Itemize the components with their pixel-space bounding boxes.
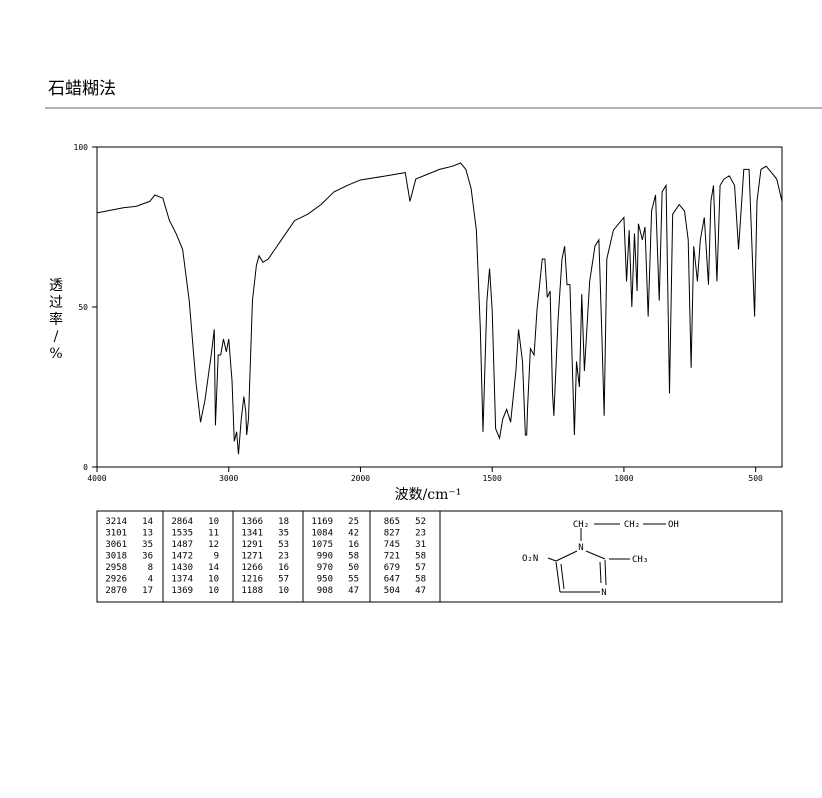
peak-wavenumber: 827: [384, 529, 400, 539]
structure-label: N: [601, 588, 606, 598]
peak-transmittance: 18: [278, 517, 289, 527]
peak-wavenumber: 3101: [105, 529, 127, 539]
peak-wavenumber: 1374: [171, 575, 193, 585]
peak-transmittance: 16: [348, 540, 359, 550]
peak-wavenumber: 647: [384, 575, 400, 585]
peak-wavenumber: 1266: [241, 563, 263, 573]
peak-transmittance: 52: [415, 517, 426, 527]
x-axis-label: 波数/cm⁻¹: [395, 487, 462, 503]
peak-wavenumber: 1430: [171, 563, 193, 573]
peak-wavenumber: 3018: [105, 552, 127, 562]
peak-transmittance: 42: [348, 529, 359, 539]
peak-wavenumber: 865: [384, 517, 400, 527]
x-tick-label: 500: [748, 474, 763, 483]
peak-transmittance: 9: [214, 552, 219, 562]
peak-transmittance: 57: [415, 563, 426, 573]
peak-transmittance: 35: [142, 540, 153, 550]
peak-transmittance: 13: [142, 529, 153, 539]
peak-transmittance: 23: [415, 529, 426, 539]
y-axis-label-group: 透过率/%: [49, 278, 63, 362]
structure-label: CH₂: [573, 520, 589, 530]
peak-wavenumber: 679: [384, 563, 400, 573]
peak-transmittance: 53: [278, 540, 289, 550]
peak-wavenumber: 908: [317, 586, 333, 596]
peak-transmittance: 14: [208, 563, 219, 573]
structure-label: OH: [668, 520, 679, 530]
peak-wavenumber: 2864: [171, 517, 193, 527]
peak-transmittance: 25: [348, 517, 359, 527]
peak-wavenumber: 3061: [105, 540, 127, 550]
peak-wavenumber: 1487: [171, 540, 193, 550]
structure-label: N: [578, 543, 583, 553]
peak-transmittance: 11: [208, 529, 219, 539]
peak-wavenumber: 2958: [105, 563, 127, 573]
peak-wavenumber: 1216: [241, 575, 263, 585]
peak-wavenumber: 1084: [311, 529, 333, 539]
peak-transmittance: 10: [208, 517, 219, 527]
peak-transmittance: 31: [415, 540, 426, 550]
structure-label: O₂N: [522, 554, 538, 564]
peak-wavenumber: 1188: [241, 586, 263, 596]
peak-wavenumber: 970: [317, 563, 333, 573]
x-tick-label: 1000: [614, 474, 633, 483]
peak-transmittance: 50: [348, 563, 359, 573]
peak-wavenumber: 3214: [105, 517, 127, 527]
peak-transmittance: 58: [415, 552, 426, 562]
x-tick-label: 4000: [87, 474, 106, 483]
x-tick-label: 2000: [351, 474, 370, 483]
peak-wavenumber: 1075: [311, 540, 333, 550]
spectrum-line: [96, 162, 783, 455]
peak-transmittance: 17: [142, 586, 153, 596]
peak-wavenumber: 504: [384, 586, 400, 596]
peak-wavenumber: 2870: [105, 586, 127, 596]
x-tick-label: 1500: [483, 474, 502, 483]
y-axis-label: 透过率/%: [49, 278, 63, 362]
peak-transmittance: 58: [348, 552, 359, 562]
peak-transmittance: 36: [142, 552, 153, 562]
peak-transmittance: 4: [148, 575, 153, 585]
peak-transmittance: 14: [142, 517, 153, 527]
structure-label: CH₃: [632, 555, 648, 565]
peak-wavenumber: 990: [317, 552, 333, 562]
structure-bonds: [547, 523, 666, 593]
peak-wavenumber: 1271: [241, 552, 263, 562]
peak-transmittance: 55: [348, 575, 359, 585]
peak-transmittance: 16: [278, 563, 289, 573]
peak-transmittance: 35: [278, 529, 289, 539]
peak-transmittance: 58: [415, 575, 426, 585]
peak-transmittance: 10: [208, 575, 219, 585]
peak-wavenumber: 2926: [105, 575, 127, 585]
peak-wavenumber: 745: [384, 540, 400, 550]
peak-transmittance: 47: [415, 586, 426, 596]
peak-wavenumber: 1366: [241, 517, 263, 527]
peak-transmittance: 57: [278, 575, 289, 585]
y-tick-label: 100: [74, 143, 89, 152]
page-title: 石蜡糊法: [48, 79, 116, 99]
y-tick-label: 0: [83, 463, 88, 472]
peak-transmittance: 8: [148, 563, 153, 573]
x-tick-label: 3000: [219, 474, 238, 483]
peak-wavenumber: 1169: [311, 517, 333, 527]
peak-wavenumber: 1535: [171, 529, 193, 539]
peak-transmittance: 12: [208, 540, 219, 550]
y-tick-label: 50: [78, 303, 88, 312]
structure-label: CH₂: [624, 520, 640, 530]
peak-wavenumber: 721: [384, 552, 400, 562]
peak-transmittance: 23: [278, 552, 289, 562]
peak-wavenumber: 950: [317, 575, 333, 585]
peak-wavenumber: 1291: [241, 540, 263, 550]
peak-wavenumber: 1472: [171, 552, 193, 562]
peak-transmittance: 10: [278, 586, 289, 596]
peak-wavenumber: 1369: [171, 586, 193, 596]
peak-wavenumber: 1341: [241, 529, 263, 539]
peak-transmittance: 10: [208, 586, 219, 596]
peak-transmittance: 47: [348, 586, 359, 596]
